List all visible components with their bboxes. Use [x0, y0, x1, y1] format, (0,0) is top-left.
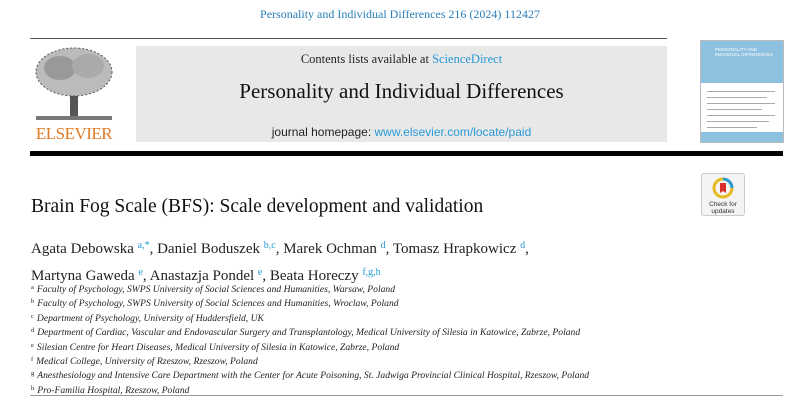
author-affiliation-sup[interactable]: e	[138, 267, 143, 278]
author-affiliation-sup[interactable]: a,*	[137, 240, 150, 251]
cover-header: PERSONALITY AND INDIVIDUAL DIFFERENCES	[701, 41, 783, 83]
affiliation-label: a	[31, 284, 34, 291]
bottom-divider	[30, 395, 783, 396]
affiliation-text: Anesthesiology and Intensive Care Depart…	[37, 370, 590, 382]
affiliation-label: f	[31, 356, 34, 364]
affiliation-item: e Silesian Centre for Heart Diseases, Med…	[31, 340, 589, 354]
separator: ,	[149, 241, 158, 257]
affiliation-text: Department of Cardiac, Vascular and Endo…	[37, 327, 581, 339]
author-name[interactable]: Agata Debowska	[31, 241, 134, 257]
journal-banner: Contents lists available at ScienceDirec…	[136, 46, 667, 142]
affiliation-list: a Faculty of Psychology, SWPS University …	[31, 282, 589, 397]
author-name[interactable]: Marek Ochman	[283, 241, 377, 257]
affiliation-item: h Pro-Familia Hospital, Rzeszow, Poland	[31, 383, 589, 397]
check-updates-icon	[712, 177, 734, 199]
affiliation-text: Medical College, University of Rzeszow, …	[36, 356, 258, 368]
cover-title: PERSONALITY AND INDIVIDUAL DIFFERENCES	[715, 47, 774, 57]
homepage-link[interactable]: www.elsevier.com/locate/paid	[374, 125, 532, 139]
homepage-prefix: journal homepage:	[271, 125, 375, 139]
affiliation-text: Pro-Familia Hospital, Rzeszow, Poland	[37, 384, 190, 396]
journal-title: Personality and Individual Differences	[239, 79, 564, 103]
affiliation-item: d Department of Cardiac, Vascular and End…	[31, 325, 589, 339]
author-list: Agata Debowska a,*, Daniel Boduszek b,c,…	[31, 234, 529, 288]
sciencedirect-link[interactable]: ScienceDirect	[432, 52, 503, 66]
author-name[interactable]: Beata Horeczy	[269, 268, 359, 284]
elsevier-logo[interactable]: ELSEVIER	[30, 46, 118, 144]
contents-line: Contents lists available at ScienceDirec…	[136, 52, 667, 67]
elsevier-wordmark: ELSEVIER	[35, 124, 113, 143]
separator: ,	[385, 241, 393, 257]
author-name[interactable]: Tomasz Hrapkowicz	[392, 241, 517, 257]
tree-icon	[35, 47, 113, 120]
author-name[interactable]: Martyna Gaweda	[31, 268, 135, 284]
separator: ,	[262, 268, 270, 284]
affiliation-label: b	[31, 298, 35, 306]
affiliation-item: a Faculty of Psychology, SWPS University …	[31, 282, 589, 296]
affiliation-item: f Medical College, University of Rzeszow,…	[31, 354, 589, 368]
author-affiliation-sup[interactable]: f,g,h	[362, 267, 381, 278]
affiliation-item: c Department of Psychology, University of…	[31, 311, 589, 325]
check-for-updates-button[interactable]: Check for updates	[701, 173, 745, 216]
author-affiliation-sup[interactable]: e	[257, 267, 263, 278]
badge-line2: updates	[711, 208, 735, 215]
affiliation-label: e	[31, 341, 34, 349]
author-affiliation-sup[interactable]: d	[520, 240, 526, 251]
article-title: Brain Fog Scale (BFS): Scale development…	[31, 196, 484, 217]
affiliation-item: b Faculty of Psychology, SWPS University …	[31, 296, 589, 310]
affiliation-label: c	[31, 312, 34, 320]
author-affiliation-sup[interactable]: d	[380, 240, 386, 251]
affiliation-text: Department of Psychology, University of …	[36, 312, 264, 324]
journal-cover[interactable]: PERSONALITY AND INDIVIDUAL DIFFERENCES	[700, 40, 784, 143]
badge-line1: Check for	[709, 201, 737, 208]
homepage-line: journal homepage: www.elsevier.com/locat…	[136, 125, 667, 139]
header-divider	[30, 151, 783, 156]
affiliation-label: g	[31, 370, 35, 378]
affiliation-label: h	[31, 384, 35, 392]
separator: ,	[275, 241, 284, 257]
top-divider	[30, 38, 667, 39]
author-name[interactable]: Anastazja Pondel	[149, 268, 255, 284]
journal-citation[interactable]: Personality and Individual Differences 2…	[260, 7, 540, 21]
affiliation-text: Faculty of Psychology, SWPS University o…	[37, 298, 399, 310]
author-name[interactable]: Daniel Boduszek	[157, 241, 260, 257]
contents-prefix: Contents lists available at	[300, 52, 433, 66]
author-line-2: Martyna Gaweda e, Anastazja Pondel e, Be…	[31, 261, 529, 288]
author-affiliation-sup[interactable]: b,c	[263, 240, 276, 251]
separator: ,	[525, 241, 529, 257]
author-line-1: Agata Debowska a,*, Daniel Boduszek b,c,…	[31, 234, 529, 261]
affiliation-label: d	[31, 327, 35, 335]
affiliation-item: g Anesthesiology and Intensive Care Depar…	[31, 368, 589, 382]
affiliation-text: Silesian Centre for Heart Diseases, Medi…	[36, 341, 400, 353]
separator: ,	[142, 268, 150, 284]
affiliation-text: Faculty of Psychology, SWPS University o…	[36, 284, 395, 295]
